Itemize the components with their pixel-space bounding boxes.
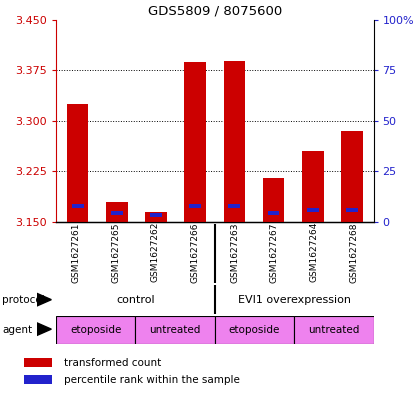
Text: untreated: untreated [308,325,359,335]
Text: GSM1627261: GSM1627261 [71,222,81,283]
Bar [302,151,324,222]
Bar [106,202,127,222]
Text: GSM1627266: GSM1627266 [190,222,200,283]
Bar [145,212,167,222]
Text: EVI1 overexpression: EVI1 overexpression [238,295,351,305]
Bar [228,204,240,208]
Bar [67,104,88,222]
Text: GSM1627262: GSM1627262 [151,222,160,283]
Bar [150,213,162,217]
Polygon shape [37,293,51,306]
Bar [72,204,83,208]
Polygon shape [37,323,51,336]
Bar [346,208,358,212]
Bar [135,316,215,344]
Text: GSM1627263: GSM1627263 [230,222,239,283]
Bar [189,204,201,208]
Bar [56,316,135,344]
Text: untreated: untreated [149,325,201,335]
Text: GSM1627268: GSM1627268 [349,222,358,283]
Bar [307,208,319,212]
Text: etoposide: etoposide [229,325,280,335]
Bar [24,358,52,367]
Text: agent: agent [2,325,32,335]
Bar [341,131,363,222]
Bar [263,178,284,222]
Text: control: control [116,295,155,305]
Bar [111,211,123,215]
Bar [184,62,206,222]
Title: GDS5809 / 8075600: GDS5809 / 8075600 [148,4,282,17]
Text: transformed count: transformed count [64,358,161,368]
Bar [24,375,52,384]
Bar [268,211,279,215]
Text: GSM1627267: GSM1627267 [270,222,279,283]
Text: etoposide: etoposide [70,325,122,335]
Bar [215,316,294,344]
Text: GSM1627264: GSM1627264 [310,222,318,283]
Text: protocol: protocol [2,295,45,305]
Text: percentile rank within the sample: percentile rank within the sample [64,375,240,385]
Bar [294,316,374,344]
Text: GSM1627265: GSM1627265 [111,222,120,283]
Bar [224,61,245,222]
